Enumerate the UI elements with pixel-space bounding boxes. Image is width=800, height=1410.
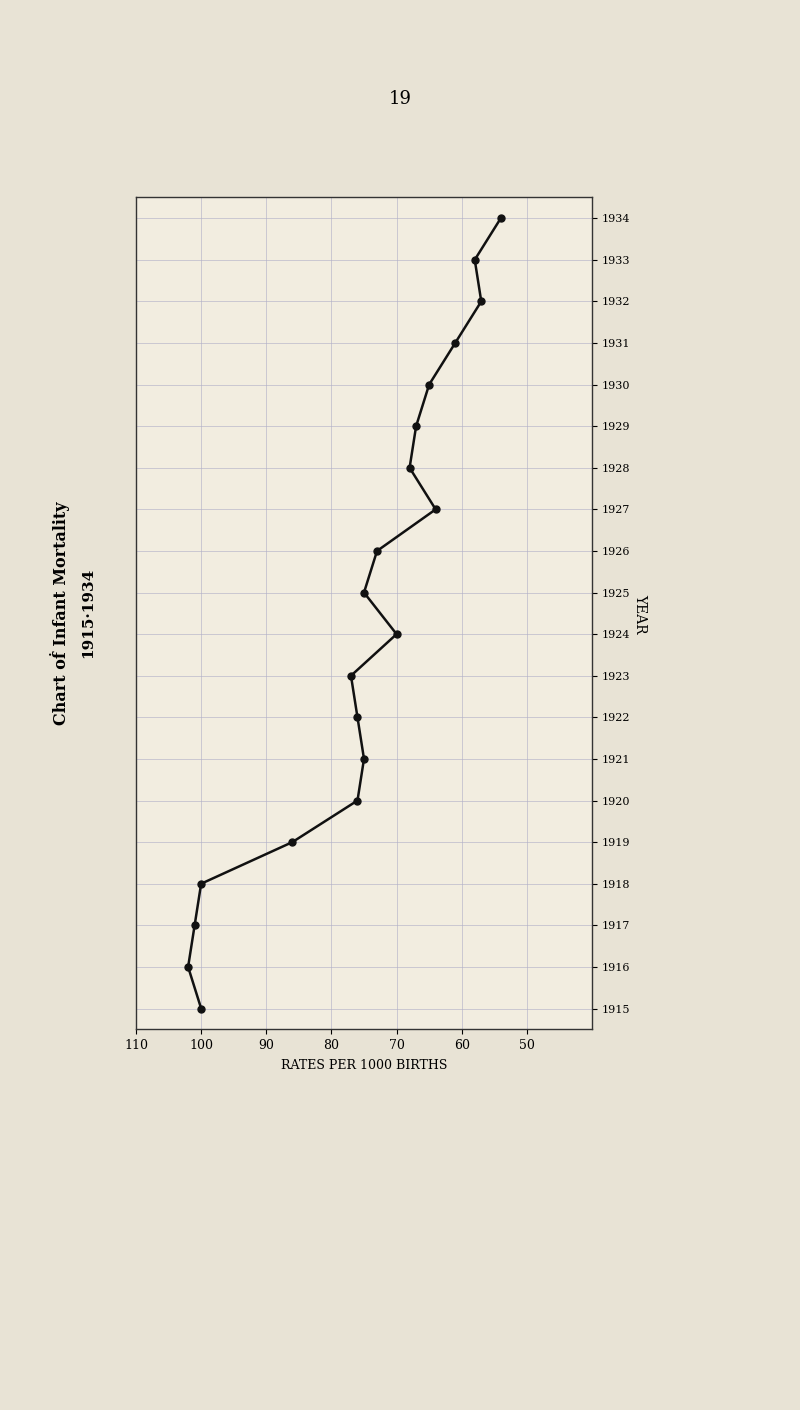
Y-axis label: YEAR: YEAR [633,594,647,633]
Text: 19: 19 [389,90,411,107]
X-axis label: RATES PER 1000 BIRTHS: RATES PER 1000 BIRTHS [281,1059,447,1072]
Text: 1915·1934: 1915·1934 [81,568,95,658]
Text: Chart ᴏḟ Infant Mortality: Chart ᴏḟ Infant Mortality [50,502,70,725]
